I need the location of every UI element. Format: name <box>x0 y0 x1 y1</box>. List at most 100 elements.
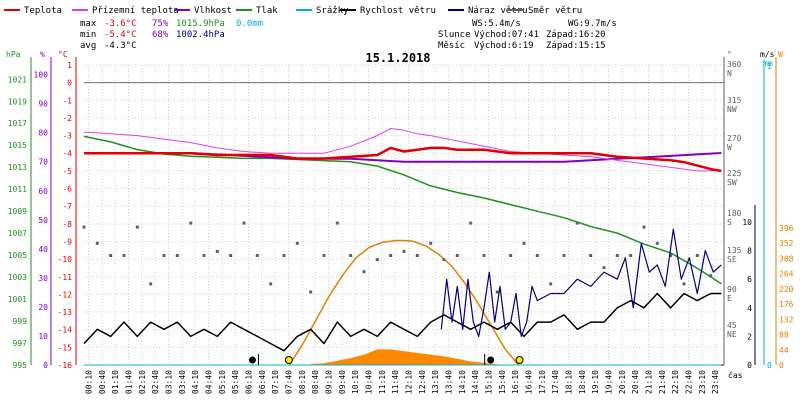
x-tick: 22:10 <box>671 370 680 394</box>
moonrise-icon <box>248 356 256 364</box>
temperature-tick: -5 <box>62 167 72 176</box>
wind-direction-point <box>669 254 673 257</box>
x-tick: 17:40 <box>551 370 560 394</box>
stat-min-hum: 68% <box>152 30 169 40</box>
wind-direction-point <box>309 290 313 294</box>
humidity-unit: % <box>40 50 45 59</box>
x-tick: 21:10 <box>645 370 654 394</box>
pressure-tick: 1003 <box>8 273 27 282</box>
wind-direction-point <box>242 221 246 225</box>
x-tick: 09:10 <box>325 370 334 394</box>
direction-tick: 225 <box>727 169 742 178</box>
legend-label: Tlak <box>256 6 278 16</box>
x-tick: 05:40 <box>231 370 240 394</box>
temperature-tick: -4 <box>62 149 72 158</box>
humidity-tick: 40 <box>38 245 48 254</box>
temperature-tick: -15 <box>58 343 73 352</box>
wind-direction-point <box>122 254 126 257</box>
temperature-line <box>84 146 722 173</box>
wind-direction-point <box>629 254 633 257</box>
rain-tick: 0 <box>767 361 772 370</box>
direction-label: SW <box>727 178 737 187</box>
wind-direction-point <box>189 221 193 225</box>
wind-direction-point <box>162 254 166 257</box>
wind-direction-point <box>429 241 433 245</box>
x-tick: 13:40 <box>445 370 454 394</box>
wind-speed-stat: WS:5.4m/s <box>472 19 521 29</box>
legend-label: Vlhkost <box>194 6 232 16</box>
humidity-tick: 30 <box>38 274 48 283</box>
wind-direction-point <box>602 266 606 270</box>
solar-unit: W <box>778 50 783 59</box>
x-tick: 04:40 <box>205 370 214 394</box>
solar-tick: 264 <box>779 270 794 279</box>
solar-max-line <box>288 239 520 366</box>
humidity-tick: 100 <box>34 71 49 80</box>
wind-direction-point <box>135 225 139 229</box>
wind-direction-point <box>495 290 499 294</box>
x-tick: 22:40 <box>685 370 694 394</box>
direction-label: S <box>727 218 732 227</box>
pressure-tick: 999 <box>13 317 28 326</box>
temperature-tick: 0 <box>67 79 72 88</box>
direction-label: W <box>727 143 732 152</box>
temperature-tick: -9 <box>62 237 72 246</box>
x-tick: 01:40 <box>125 370 134 394</box>
x-tick: 13:10 <box>431 370 440 394</box>
legend-label: Náraz větru <box>468 6 528 16</box>
x-axis-label: čas <box>728 370 743 380</box>
x-tick: 06:10 <box>245 370 254 394</box>
wind-tick: 0 <box>747 361 752 370</box>
pressure-unit: hPa <box>6 50 21 59</box>
x-tick: 16:40 <box>525 370 534 394</box>
sunset-time: Západ:16:20 <box>546 30 606 40</box>
wind-direction-point <box>469 221 473 225</box>
humidity-tick: 60 <box>38 187 48 196</box>
legend-label: Přízemní teplota <box>92 6 179 16</box>
stat-max-rain: 0.0mm <box>236 19 263 29</box>
temperature-tick: -10 <box>58 255 73 264</box>
temperature-tick: -1 <box>62 96 72 105</box>
stat-max-label: max <box>80 19 97 29</box>
solar-tick: 0 <box>779 361 784 370</box>
wind-direction-point <box>255 254 259 257</box>
wind-direction-point <box>522 241 526 245</box>
direction-label: N <box>727 69 732 78</box>
direction-tick: 270 <box>727 134 742 143</box>
sunset-icon <box>515 356 524 364</box>
wind-direction-point <box>215 249 219 253</box>
temperature-tick: -8 <box>62 220 72 229</box>
pressure-tick: 1019 <box>8 97 27 106</box>
direction-label: NE <box>727 330 737 339</box>
stat-min-temp: -5.4°C <box>104 30 137 40</box>
x-tick: 15:40 <box>498 370 507 394</box>
x-tick: 08:10 <box>298 370 307 394</box>
legend-item: Teplota <box>4 6 62 16</box>
wind-direction-point <box>175 254 179 257</box>
solar-tick: 396 <box>779 224 794 233</box>
wind-direction-point <box>362 270 366 274</box>
temperature-tick: -13 <box>58 308 73 317</box>
legend-label: Rychlost větru <box>360 6 436 16</box>
pressure-tick: 1013 <box>8 163 27 172</box>
humidity-tick: 70 <box>38 158 48 167</box>
legend-item: Srážky <box>296 6 349 16</box>
x-tick: 16:10 <box>511 370 520 394</box>
direction-label: E <box>727 294 732 303</box>
temperature-tick: -14 <box>58 326 73 335</box>
pressure-tick: 1001 <box>8 295 27 304</box>
x-tick: 19:40 <box>605 370 614 394</box>
x-tick: 14:10 <box>458 370 467 394</box>
wind-direction-point <box>682 282 686 286</box>
pressure-tick: 1009 <box>8 207 27 216</box>
x-tick: 11:10 <box>378 370 387 394</box>
humidity-tick: 20 <box>38 303 48 312</box>
wind-direction-point <box>149 282 153 286</box>
x-tick: 08:40 <box>311 370 320 394</box>
wind-direction-point <box>442 258 446 262</box>
x-tick: 12:40 <box>418 370 427 394</box>
stat-max-hum: 75% <box>152 19 169 29</box>
temperature-tick: -7 <box>62 202 72 211</box>
temperature-unit: °C <box>58 50 68 59</box>
wind-direction-point <box>109 254 113 257</box>
